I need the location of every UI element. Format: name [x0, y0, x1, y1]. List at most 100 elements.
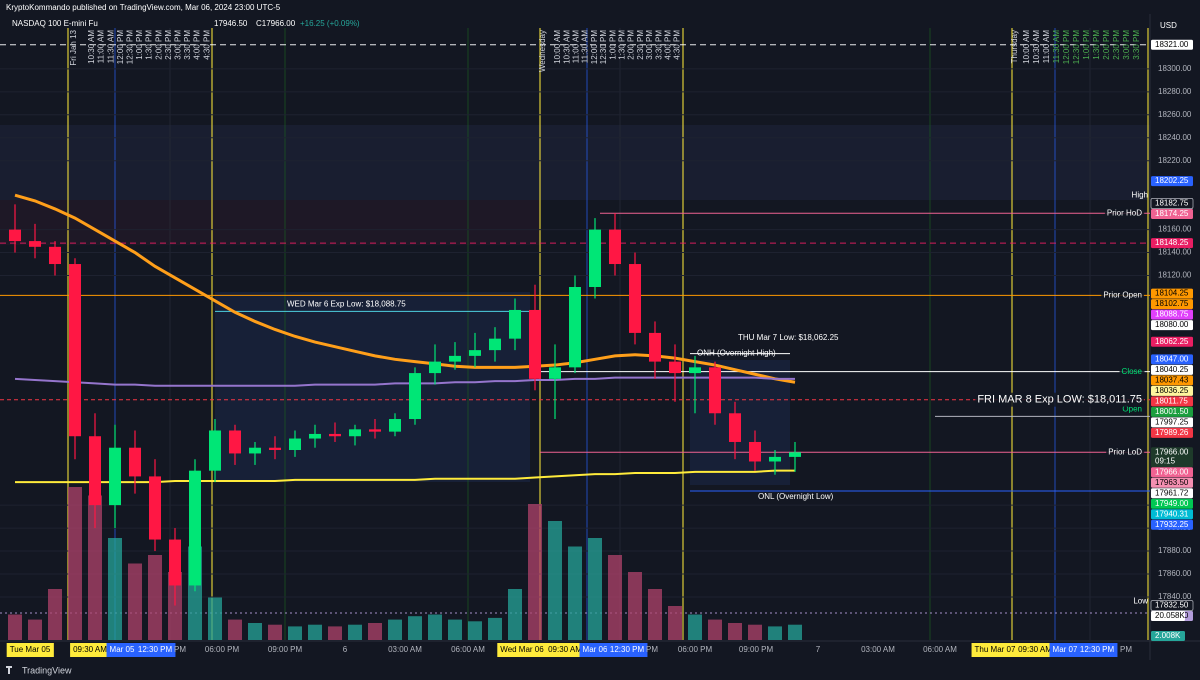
- price-badge: [1151, 396, 1193, 407]
- y-tick-label: 17840.00: [1158, 592, 1192, 601]
- volume-bar: [768, 626, 782, 640]
- price-badge: [1150, 198, 1194, 209]
- moving-average: [15, 469, 795, 484]
- annotation-bg: [1119, 365, 1145, 377]
- moving-average: [14, 193, 796, 384]
- annotation-bg: [1106, 446, 1145, 458]
- price-badge: [1151, 336, 1193, 347]
- x-tick-highlight: [579, 643, 611, 657]
- x-tick-highlight: [497, 643, 548, 657]
- volume-bar: [788, 624, 802, 640]
- x-tick-highlight: [106, 643, 138, 657]
- quote-change: +16.25 (+0.09%): [300, 19, 360, 28]
- candle-body: [729, 413, 741, 442]
- volume-bar: [248, 623, 262, 640]
- annotation-label: THU Mar 7 Low: $18,062.25: [738, 333, 839, 342]
- session-time: 12:00 PM: [116, 30, 125, 65]
- price-badge: [1151, 320, 1193, 331]
- x-tick-highlight: [971, 643, 1020, 657]
- candle-body: [269, 447, 281, 451]
- price-badge: [1151, 299, 1193, 310]
- price-badge-label: 18080.00: [1155, 320, 1189, 329]
- x-tick-highlight: [1076, 643, 1118, 657]
- x-tick-label: 06:00 PM: [678, 645, 713, 654]
- header-bar: [0, 0, 1200, 14]
- volume-badge-label: 20.058K: [1155, 611, 1185, 620]
- price-badge-label: 17961.72: [1155, 488, 1189, 497]
- annotation-label: Prior Open: [1103, 290, 1142, 299]
- axis-layer: 18300.00 18280.00 18260.00 18240.00 18220.00…: [6, 39, 1194, 657]
- publisher: KryptoKommando published on TradingView.…: [6, 3, 281, 12]
- x-tick-label: 09:30 AM: [548, 645, 582, 654]
- session-time: 1:00 PM: [608, 30, 617, 60]
- price-badge-label: 17932.25: [1155, 520, 1189, 529]
- x-tick-label: 09:00 PM: [268, 645, 303, 654]
- session-time: 10:30 AM: [1032, 30, 1041, 64]
- volume-bar: [628, 572, 642, 640]
- x-tick-label: 09:00 PM: [739, 645, 774, 654]
- candle-body: [129, 447, 141, 477]
- quote-low: 17946.50: [214, 19, 248, 28]
- candle-body: [709, 367, 721, 414]
- volume-bar: [708, 619, 722, 640]
- volume-bar: [368, 623, 382, 640]
- session-time: 2:00 PM: [1102, 30, 1111, 60]
- price-badge: [1151, 39, 1193, 50]
- price-badge-label: 17940.31: [1155, 509, 1189, 518]
- session-time: 4:00 PM: [193, 30, 202, 60]
- y-tick-label: 18120.00: [1158, 271, 1192, 280]
- volume-bar: [648, 589, 662, 640]
- candle-body: [549, 367, 561, 379]
- price-badge: [1151, 519, 1193, 530]
- session-time: 3:30 PM: [1132, 30, 1141, 60]
- overlay-layer: [14, 193, 796, 484]
- annotation-label: ONH (Overnight High): [697, 349, 776, 358]
- session-time: 3:00 PM: [174, 30, 183, 60]
- x-tick-highlight: [1049, 643, 1081, 657]
- x-tick-highlight: [606, 643, 648, 657]
- price-badge-label: 17963.50: [1155, 478, 1189, 487]
- annotation-bg: [975, 392, 1144, 407]
- candle-body: [569, 286, 581, 368]
- price-badge-label: 18040.25: [1155, 365, 1189, 374]
- x-tick-highlight: [6, 643, 54, 657]
- volume-bar: [468, 621, 482, 640]
- annotation-label: ONL (Overnight Low): [758, 492, 834, 501]
- price-badge-label: 18148.25: [1155, 238, 1189, 247]
- x-tick-label: Wed Mar 06: [500, 645, 544, 654]
- session-time: 1:00 PM: [135, 30, 144, 60]
- volume-bar: [128, 563, 142, 640]
- volume-bar: [148, 555, 162, 640]
- price-badge: [1151, 364, 1193, 375]
- volume-bar: [568, 546, 582, 640]
- volume-bar: [268, 624, 282, 640]
- price-badge: [1151, 488, 1193, 499]
- annotation-label: Open: [1122, 405, 1142, 414]
- session-time: 2:30 PM: [636, 30, 645, 60]
- volume-bar: [588, 538, 602, 640]
- price-badge-label: 18062.25: [1155, 337, 1189, 346]
- session-time: 11:30 AM: [581, 30, 590, 64]
- volume-badge-label: 2.008K: [1155, 631, 1181, 640]
- x-tick-label: PM: [174, 645, 186, 654]
- price-badge-label: 18104.25: [1155, 289, 1189, 298]
- price-badge-label: 18037.43: [1155, 375, 1189, 384]
- price-badge: [1151, 354, 1193, 365]
- price-badge: [1151, 467, 1193, 478]
- session-time: 1:00 PM: [1082, 30, 1091, 60]
- candle-body: [149, 476, 161, 540]
- session-time: 1:30 PM: [145, 30, 154, 60]
- session-time: 3:00 PM: [645, 30, 654, 60]
- price-badge: [1151, 509, 1193, 520]
- price-badge: [1151, 375, 1193, 386]
- x-tick-highlight: [545, 643, 586, 657]
- volume-bar: [448, 619, 462, 640]
- volume-bar: [428, 614, 442, 640]
- volume-badge: [1151, 631, 1185, 641]
- candle-body: [649, 332, 661, 362]
- x-tick-label: 03:00 AM: [388, 645, 422, 654]
- day-label: Fri Jan 13: [69, 29, 78, 65]
- x-tick-label: 7: [816, 645, 821, 654]
- annotation-label: Prior HoD: [1107, 208, 1142, 217]
- session-time: 11:00 AM: [97, 30, 106, 64]
